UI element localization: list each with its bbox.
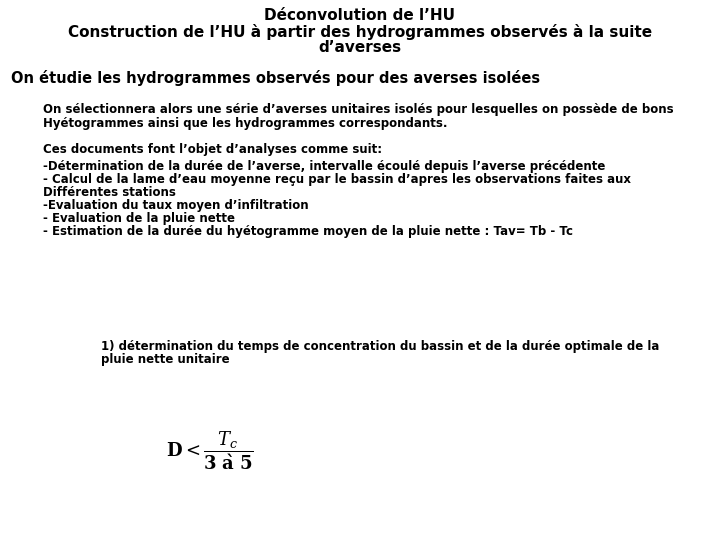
Text: Hyétogrammes ainsi que les hydrogrammes correspondants.: Hyétogrammes ainsi que les hydrogrammes … [43, 117, 448, 130]
Text: 1) détermination du temps de concentration du bassin et de la durée optimale de : 1) détermination du temps de concentrati… [101, 340, 660, 353]
Text: On étudie les hydrogrammes observés pour des averses isolées: On étudie les hydrogrammes observés pour… [11, 70, 540, 86]
Text: Construction de l’HU à partir des hydrogrammes observés à la suite: Construction de l’HU à partir des hydrog… [68, 24, 652, 40]
Text: -Evaluation du taux moyen d’infiltration: -Evaluation du taux moyen d’infiltration [43, 199, 309, 212]
Text: Différentes stations: Différentes stations [43, 186, 176, 199]
Text: On sélectionnera alors une série d’averses unitaires isolés pour lesquelles on p: On sélectionnera alors une série d’avers… [43, 103, 674, 116]
Text: Déconvolution de l’HU: Déconvolution de l’HU [264, 8, 456, 23]
Text: - Evaluation de la pluie nette: - Evaluation de la pluie nette [43, 212, 235, 225]
Text: -Détermination de la durée de l’averse, intervalle écoulé depuis l’averse précéd: -Détermination de la durée de l’averse, … [43, 160, 606, 173]
Text: - Estimation de la durée du hyétogramme moyen de la pluie nette : Tav= Tb - Tc: - Estimation de la durée du hyétogramme … [43, 225, 573, 238]
Text: d’averses: d’averses [318, 40, 402, 55]
Text: pluie nette unitaire: pluie nette unitaire [101, 353, 230, 366]
Text: $\mathbf{D} < \dfrac{\mathbf{\mathit{T}}_{\mathbf{\mathit{c}}}}{\mathbf{3} \ \ma: $\mathbf{D} < \dfrac{\mathbf{\mathit{T}}… [166, 430, 253, 472]
Text: - Calcul de la lame d’eau moyenne reçu par le bassin d’apres les observations fa: - Calcul de la lame d’eau moyenne reçu p… [43, 173, 631, 186]
Text: Ces documents font l’objet d’analyses comme suit:: Ces documents font l’objet d’analyses co… [43, 143, 382, 156]
